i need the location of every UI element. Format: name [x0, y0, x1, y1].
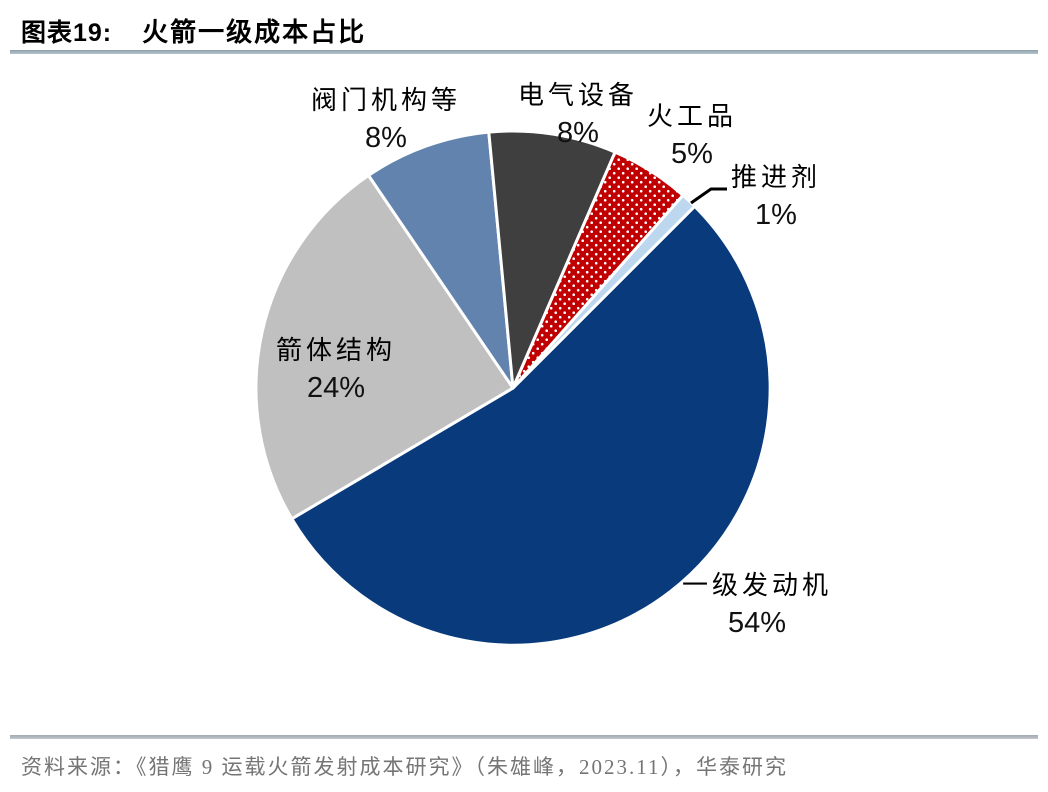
- label-body-structure-name: 箭体结构: [275, 336, 397, 365]
- label-electrical-equipment-pct: 8%: [557, 117, 599, 149]
- pie-slices-group: [254, 129, 772, 647]
- label-electrical-equipment-name: 电气设备: [517, 81, 639, 110]
- label-pyrotechnics-name: 火工品: [646, 102, 738, 131]
- figure-header: 图表19: 火箭一级成本占比: [21, 12, 366, 49]
- label-electrical-equipment: 电气设备 8%: [518, 79, 638, 153]
- label-propellant: 推进剂 1%: [731, 161, 821, 235]
- label-valve-mechanism: 阀门机构等 8%: [311, 84, 461, 158]
- pie-slice-阀门机构等: [367, 130, 515, 390]
- label-valve-mechanism-pct: 8%: [365, 122, 407, 154]
- label-pyrotechnics: 火工品 5%: [647, 100, 737, 174]
- pie-slice-推进剂: [511, 193, 697, 390]
- footer-divider: [10, 735, 1038, 739]
- label-propellant-name: 推进剂: [730, 163, 822, 192]
- source-text: 资料来源：《猎鹰 9 运载火箭发射成本研究》（朱雄峰，2023.11），华泰研究: [21, 755, 788, 779]
- pie-slice-一级发动机: [290, 204, 772, 647]
- pie-slice-箭体结构: [254, 173, 515, 521]
- label-first-stage-engine-name: 一级发动机: [681, 571, 833, 600]
- label-first-stage-engine-pct: 54%: [727, 607, 787, 639]
- label-body-structure: 箭体结构 24%: [276, 334, 396, 408]
- label-valve-mechanism-name: 阀门机构等: [310, 86, 462, 115]
- propellant-leader-line: [690, 187, 727, 205]
- figure-number-label: 图表19:: [21, 19, 113, 47]
- figure-title: 火箭一级成本占比: [142, 18, 367, 47]
- label-first-stage-engine: 一级发动机 54%: [682, 569, 832, 643]
- title-divider: [10, 50, 1038, 54]
- label-pyrotechnics-pct: 5%: [671, 138, 713, 170]
- label-body-structure-pct: 24%: [306, 372, 366, 404]
- pie-slice-电气设备: [487, 129, 617, 390]
- label-propellant-pct: 1%: [755, 199, 797, 231]
